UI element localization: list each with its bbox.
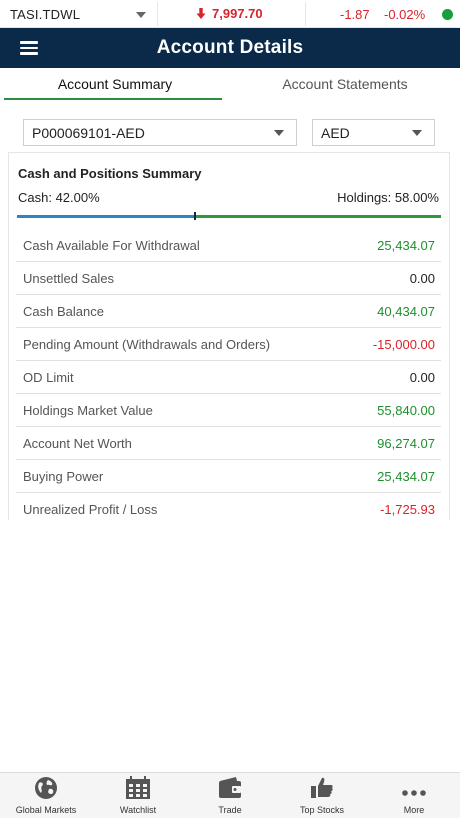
cash-percentage: Cash: 42.00% <box>18 190 100 205</box>
calendar-grid-icon <box>126 776 150 799</box>
summary-panel: Cash and Positions Summary Cash: 42.00% … <box>8 152 450 520</box>
arrow-down-icon <box>196 8 206 19</box>
summary-row-value: 96,274.07 <box>377 435 435 451</box>
summary-row-value: 40,434.07 <box>377 303 435 319</box>
summary-row: Account Net Worth 96,274.07 <box>16 427 441 460</box>
summary-row: Unsettled Sales 0.00 <box>16 262 441 295</box>
ticker-dropdown-icon[interactable] <box>136 12 146 18</box>
tab-account-summary[interactable]: Account Summary <box>0 68 230 101</box>
summary-row-value: 55,840.00 <box>377 402 435 418</box>
summary-row-label: Account Net Worth <box>23 435 132 451</box>
summary-row-value: 0.00 <box>409 270 435 286</box>
ticker-change: -1.87 <box>340 7 370 22</box>
summary-row-label: OD Limit <box>23 369 74 385</box>
ticker-change-percent: -0.02% <box>384 7 426 22</box>
summary-row-value: 25,434.07 <box>377 237 435 253</box>
cash-bar-fill <box>17 215 195 218</box>
summary-title: Cash and Positions Summary <box>18 166 202 181</box>
currency-select-value: AED <box>321 124 350 141</box>
globe-icon <box>35 777 57 799</box>
summary-row: Buying Power 25,434.07 <box>16 460 441 493</box>
nav-top-stocks[interactable]: Top Stocks <box>276 773 368 818</box>
holdings-bar-fill <box>195 215 441 218</box>
summary-row-label: Cash Available For Withdrawal <box>23 237 200 253</box>
account-select-value: P000069101-AED <box>32 124 145 141</box>
summary-row-label: Holdings Market Value <box>23 402 153 418</box>
account-select[interactable]: P000069101-AED <box>23 119 297 146</box>
summary-row-label: Pending Amount (Withdrawals and Orders) <box>23 336 271 352</box>
divider <box>157 2 158 26</box>
page-title: Account Details <box>156 37 304 58</box>
wallet-icon <box>219 777 241 798</box>
bottom-nav: Global Markets Watchlist Tr <box>0 772 460 818</box>
summary-row-label: Buying Power <box>23 468 104 484</box>
nav-label: Top Stocks <box>299 805 345 815</box>
app-header: Account Details <box>0 28 460 68</box>
tab-bar: Account Summary Account Statements <box>0 68 460 101</box>
summary-row-value: 0.00 <box>409 369 435 385</box>
summary-row-label: Unrealized Profit / Loss <box>23 502 158 517</box>
chevron-down-icon <box>412 130 422 136</box>
summary-row: Cash Available For Withdrawal 25,434.07 <box>16 229 441 262</box>
ticker-price: 7,997.70 <box>196 6 263 21</box>
ticker-bar: TASI.TDWL 7,997.70 -1.87 -0.02% <box>0 0 460 28</box>
nav-watchlist[interactable]: Watchlist <box>92 773 184 818</box>
allocation-bar <box>17 212 441 220</box>
divider <box>305 2 306 26</box>
chevron-down-icon <box>274 130 284 136</box>
summary-row: Holdings Market Value 55,840.00 <box>16 394 441 427</box>
summary-row-value: 25,434.07 <box>377 468 435 484</box>
nav-trade[interactable]: Trade <box>184 773 276 818</box>
nav-label: More <box>403 805 425 815</box>
summary-row-value: -1,725.93 <box>380 502 435 517</box>
summary-row-label: Unsettled Sales <box>23 270 115 286</box>
nav-label: Global Markets <box>15 805 77 815</box>
summary-row: Pending Amount (Withdrawals and Orders) -… <box>16 328 441 361</box>
holdings-percentage: Holdings: 58.00% <box>337 190 439 205</box>
ticker-price-value: 7,997.70 <box>212 6 263 21</box>
summary-row-value: -15,000.00 <box>372 336 435 352</box>
summary-row: OD Limit 0.00 <box>16 361 441 394</box>
summary-row-label: Cash Balance <box>23 303 104 319</box>
allocation-marker <box>194 212 196 220</box>
tab-account-statements[interactable]: Account Statements <box>282 76 408 92</box>
nav-global-markets[interactable]: Global Markets <box>0 773 92 818</box>
nav-label: Trade <box>218 805 242 815</box>
more-dots-icon <box>402 790 426 796</box>
ticker-symbol[interactable]: TASI.TDWL <box>10 7 81 22</box>
thumbs-up-icon <box>311 777 333 798</box>
summary-row: Cash Balance 40,434.07 <box>16 295 441 328</box>
summary-list: Cash Available For Withdrawal 25,434.07 Un… <box>16 229 441 526</box>
hamburger-icon[interactable] <box>20 41 38 55</box>
summary-row: Unrealized Profit / Loss -1,725.93 <box>16 493 441 526</box>
nav-label: Watchlist <box>119 805 157 815</box>
currency-select[interactable]: AED <box>312 119 435 146</box>
market-status-icon <box>442 9 453 20</box>
nav-more[interactable]: More <box>368 773 460 818</box>
